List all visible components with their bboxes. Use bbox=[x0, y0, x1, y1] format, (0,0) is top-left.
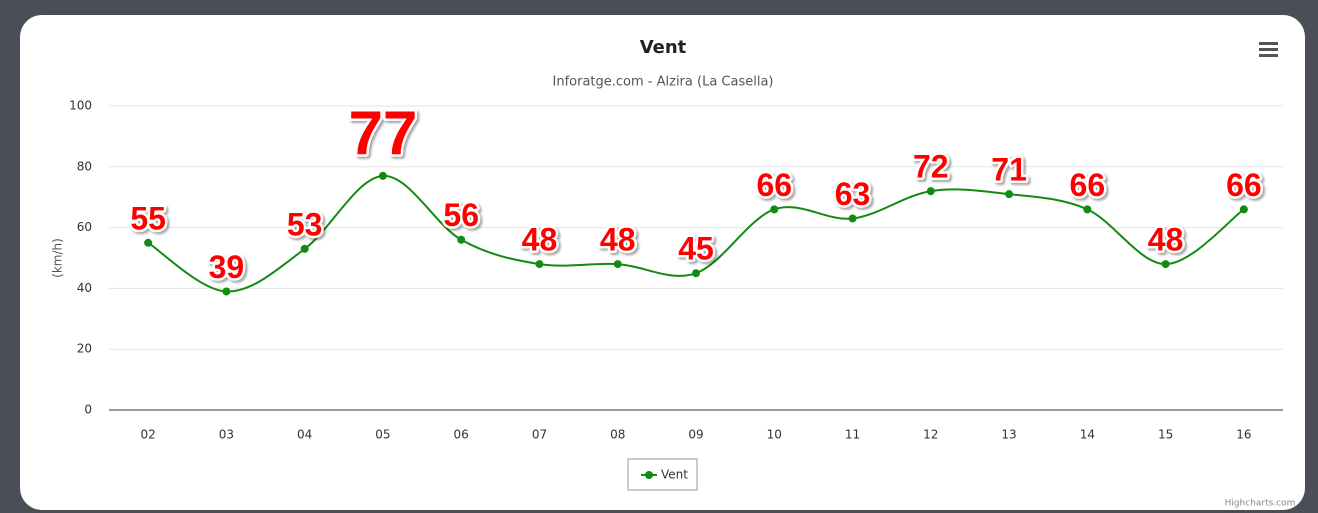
point bbox=[535, 260, 544, 269]
x-tick-label: 13 bbox=[1001, 428, 1016, 442]
data-label: 77 bbox=[348, 99, 417, 168]
x-tick-label: 09 bbox=[688, 428, 703, 442]
point bbox=[926, 187, 935, 196]
x-tick-label: 11 bbox=[845, 428, 860, 442]
point bbox=[1005, 190, 1014, 199]
point bbox=[1161, 260, 1170, 269]
menu-bar bbox=[1259, 54, 1278, 57]
data-label: 53 bbox=[287, 206, 323, 242]
point bbox=[770, 205, 779, 214]
data-label: 56 bbox=[443, 197, 479, 233]
x-tick-label: 03 bbox=[219, 428, 234, 442]
point bbox=[692, 269, 700, 278]
data-label: 48 bbox=[1148, 222, 1184, 258]
y-tick-label: 0 bbox=[84, 403, 92, 417]
y-tick-label: 20 bbox=[77, 342, 92, 356]
point bbox=[222, 287, 231, 296]
data-label: 45 bbox=[678, 231, 714, 267]
data-label: 66 bbox=[1226, 167, 1262, 203]
y-tick-label: 40 bbox=[77, 281, 92, 295]
legend-box bbox=[627, 458, 698, 491]
point bbox=[1083, 205, 1092, 214]
data-label: 63 bbox=[835, 176, 871, 212]
data-label: 66 bbox=[756, 167, 792, 203]
x-tick-label: 10 bbox=[767, 428, 782, 442]
x-tick-label: 15 bbox=[1158, 428, 1173, 442]
point bbox=[613, 260, 622, 269]
menu-bar bbox=[1259, 42, 1278, 45]
data-label: 71 bbox=[991, 152, 1027, 188]
legend-marker bbox=[645, 471, 653, 479]
x-tick-label: 05 bbox=[375, 428, 390, 442]
y-tick-label: 80 bbox=[77, 159, 92, 173]
chart-title: Vent bbox=[640, 37, 687, 58]
x-tick-label: 08 bbox=[610, 428, 625, 442]
point bbox=[1239, 205, 1248, 214]
x-tick-label: 06 bbox=[454, 428, 469, 442]
legend-label: Vent bbox=[661, 468, 688, 482]
point bbox=[848, 214, 857, 223]
data-label: 66 bbox=[1070, 167, 1106, 203]
x-tick-label: 14 bbox=[1080, 428, 1095, 442]
data-label: 48 bbox=[522, 222, 558, 258]
credits: Highcharts.com bbox=[1225, 499, 1296, 509]
data-label: 48 bbox=[600, 222, 636, 258]
x-tick-label: 12 bbox=[923, 428, 938, 442]
card bbox=[20, 15, 1305, 510]
data-label: 39 bbox=[209, 249, 245, 285]
x-tick-label: 02 bbox=[140, 428, 155, 442]
data-label: 72 bbox=[913, 149, 949, 185]
point bbox=[378, 171, 387, 180]
chart-subtitle: Inforatge.com - Alzira (La Casella) bbox=[553, 75, 774, 90]
menu-button[interactable] bbox=[1259, 42, 1278, 57]
x-tick-label: 04 bbox=[297, 428, 312, 442]
y-tick-label: 60 bbox=[77, 220, 92, 234]
point bbox=[144, 238, 153, 247]
y-axis-label: (km/h) bbox=[51, 238, 65, 278]
point bbox=[457, 235, 466, 244]
menu-bar bbox=[1259, 48, 1278, 51]
x-tick-label: 07 bbox=[532, 428, 547, 442]
data-label: 55 bbox=[130, 200, 166, 236]
y-tick-label: 100 bbox=[69, 99, 92, 113]
x-tick-label: 16 bbox=[1236, 428, 1251, 442]
point bbox=[300, 244, 309, 253]
